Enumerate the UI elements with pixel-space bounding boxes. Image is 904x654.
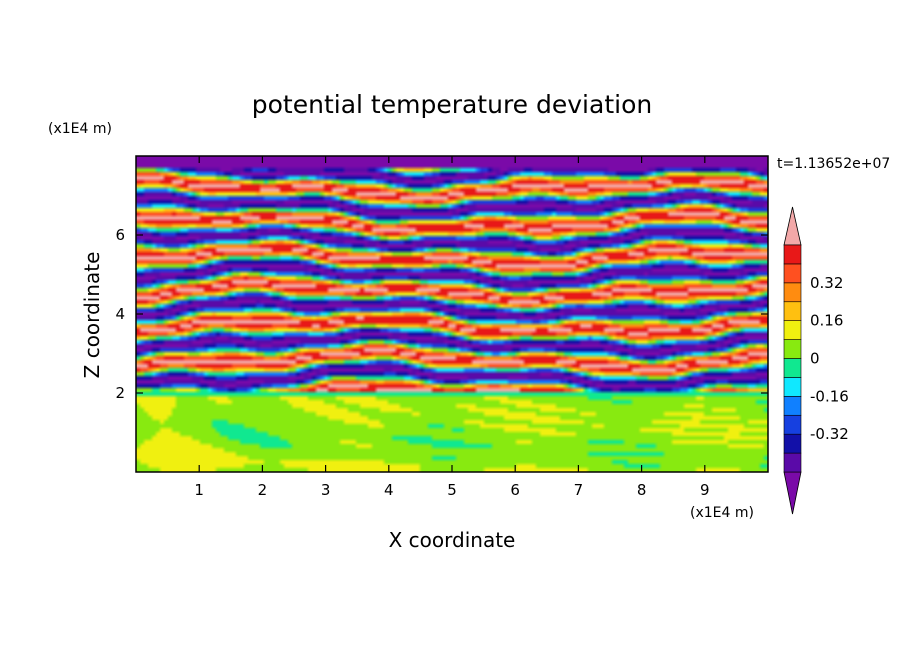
x-tick-label: 5 [447, 481, 457, 499]
colorbar-tick-label: 0 [810, 350, 820, 368]
x-tick-label: 6 [510, 481, 520, 499]
x-tick-label: 7 [574, 481, 584, 499]
y-unit-label: (x1E4 m) [48, 121, 112, 137]
colorbar-swatch [783, 320, 802, 340]
colorbar-swatch [783, 282, 802, 303]
x-tick-label: 3 [321, 481, 331, 499]
colorbar-swatch [783, 244, 802, 265]
x-axis: 1 2 3 4 5 6 7 8 9 [194, 156, 710, 499]
colorbar-swatch [783, 452, 802, 473]
y-tick-label: 2 [115, 384, 125, 402]
colorbar-swatch [783, 414, 802, 435]
colorbar-swatch [783, 263, 802, 284]
colorbar-tick-label: 0.16 [810, 312, 843, 330]
y-axis: 2 4 6 [115, 226, 768, 402]
x-tick-label: 1 [194, 481, 204, 499]
x-axis-label: X coordinate [389, 528, 516, 552]
colorbar-swatch [783, 396, 802, 416]
colorbar-over-triangle [783, 206, 802, 246]
field-raster [136, 156, 768, 472]
contour-field [136, 156, 768, 472]
y-tick-label: 6 [115, 226, 125, 244]
colorbar-swatch [783, 301, 802, 321]
colorbar-tick-label: 0.32 [810, 274, 843, 292]
colorbar-swatch [783, 377, 802, 397]
colorbar-tick-label: -0.32 [810, 425, 849, 443]
x-tick-label: 4 [384, 481, 394, 499]
colorbar-under-triangle [783, 471, 802, 515]
x-tick-label: 9 [700, 481, 710, 499]
time-label: t=1.13652e+07 [777, 156, 890, 172]
colorbar-swatch [783, 339, 802, 359]
chart-title: potential temperature deviation [252, 90, 652, 119]
y-tick-label: 4 [115, 305, 125, 323]
x-tick-label: 2 [258, 481, 268, 499]
colorbar-tick-label: -0.16 [810, 387, 849, 405]
colorbar: 0.32 0.16 0 -0.16 -0.32 [783, 206, 849, 515]
x-unit-label: (x1E4 m) [690, 505, 754, 521]
x-tick-label: 8 [637, 481, 647, 499]
colorbar-swatch [783, 433, 802, 454]
y-axis-label: Z coordinate [80, 252, 104, 379]
colorbar-swatch [783, 358, 802, 378]
